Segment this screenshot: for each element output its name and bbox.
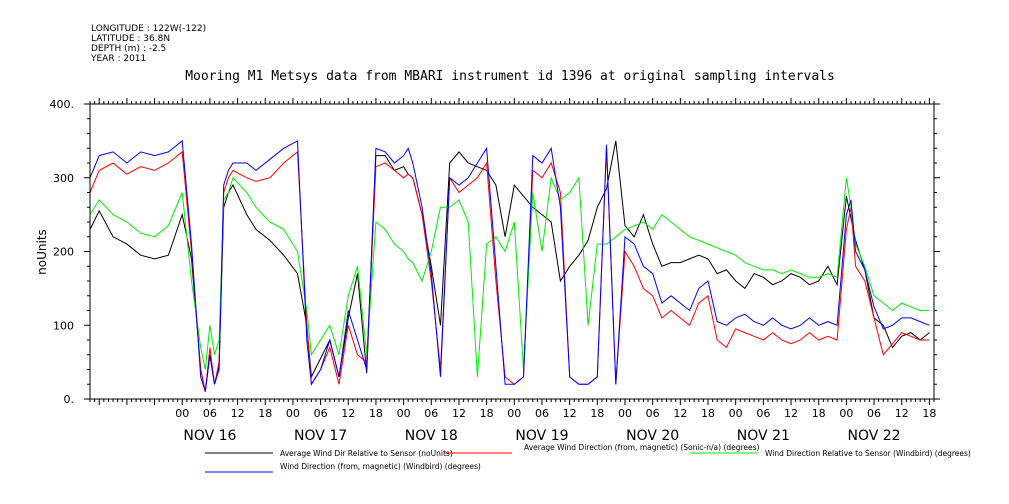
y-tick-label: 300 xyxy=(53,172,74,185)
x-day-label: NOV 19 xyxy=(515,428,568,444)
y-tick-label: 100 xyxy=(53,319,74,332)
series-line-2 xyxy=(89,175,930,377)
x-tick-label: 12 xyxy=(563,407,577,420)
x-tick-label: 06 xyxy=(535,407,549,420)
x-tick-label: 00 xyxy=(507,407,521,420)
x-tick-label: 06 xyxy=(867,407,881,420)
x-tick-label: 12 xyxy=(231,407,245,420)
x-tick-label: 00 xyxy=(397,407,411,420)
x-tick-label: 00 xyxy=(839,407,853,420)
x-tick-label: 00 xyxy=(729,407,743,420)
x-day-label: NOV 20 xyxy=(626,428,679,444)
x-tick-label: 06 xyxy=(756,407,770,420)
x-tick-label: 06 xyxy=(203,407,217,420)
x-day-label: NOV 18 xyxy=(405,428,458,444)
x-day-label: NOV 16 xyxy=(183,428,236,444)
x-day-label: NOV 21 xyxy=(737,428,790,444)
metadata-line: DEPTH (m) : -2.5 xyxy=(91,44,166,54)
metadata-line: LATITUDE : 36.8N xyxy=(91,34,170,44)
metadata-line: YEAR : 2011 xyxy=(90,54,146,64)
x-tick-label: 06 xyxy=(424,407,438,420)
x-tick-label: 18 xyxy=(590,407,604,420)
series-line-0 xyxy=(89,140,930,392)
x-tick-label: 00 xyxy=(175,407,189,420)
legend: Average Wind Dir Relative to Sensor (noU… xyxy=(205,443,971,473)
plot-area xyxy=(89,139,930,392)
y-tick-label: 200 xyxy=(53,246,74,259)
x-tick-label: 18 xyxy=(480,407,494,420)
x-tick-label: 18 xyxy=(922,407,936,420)
legend-label: Wind Direction (from, magnetic) (Windbir… xyxy=(280,462,481,471)
x-tick-label: 06 xyxy=(314,407,328,420)
metadata-block: LONGITUDE : 122W(-122)LATITUDE : 36.8NDE… xyxy=(90,24,206,64)
x-tick-label: 12 xyxy=(895,407,909,420)
x-tick-label: 06 xyxy=(646,407,660,420)
x-tick-label: 18 xyxy=(701,407,715,420)
metadata-line: LONGITUDE : 122W(-122) xyxy=(91,24,206,34)
x-tick-label: 12 xyxy=(452,407,466,420)
series-line-3 xyxy=(89,139,930,392)
axes: 00 06 12 18 00 06 12 18 00 06 12 18 00 06 12 18 00 06 12 18… xyxy=(50,98,940,444)
legend-label: Average Wind Dir Relative to Sensor (noU… xyxy=(280,449,453,458)
x-day-label: NOV 17 xyxy=(294,428,347,444)
y-tick-label: 400. xyxy=(50,98,75,111)
legend-label: Wind Direction Relative to Sensor (Windb… xyxy=(765,449,971,458)
x-tick-label: 00 xyxy=(618,407,632,420)
x-tick-label: 12 xyxy=(784,407,798,420)
y-tick-label: 0. xyxy=(64,393,75,406)
x-tick-label: 18 xyxy=(369,407,383,420)
chart-title: Mooring M1 Metsys data from MBARI instru… xyxy=(185,69,835,84)
plot-frame xyxy=(89,103,935,400)
x-tick-label: 12 xyxy=(341,407,355,420)
y-axis-label: noUnits xyxy=(35,229,49,275)
x-day-label: NOV 22 xyxy=(847,428,900,444)
x-tick-label: 18 xyxy=(258,407,272,420)
legend-label: Average Wind Direction (from, magnetic) … xyxy=(524,443,760,452)
x-tick-label: 00 xyxy=(286,407,300,420)
x-tick-label: 12 xyxy=(673,407,687,420)
series-line-1 xyxy=(89,148,930,392)
x-tick-label: 18 xyxy=(812,407,826,420)
